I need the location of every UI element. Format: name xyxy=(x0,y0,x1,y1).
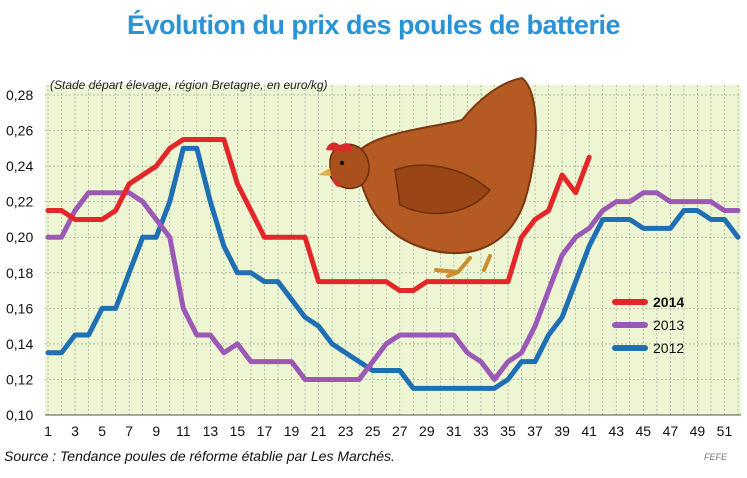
y-tick-label: 0,18 xyxy=(6,265,33,281)
legend-label-2014: 2014 xyxy=(653,294,684,310)
y-tick-label: 0,14 xyxy=(6,336,33,352)
x-tick-label: 51 xyxy=(717,423,733,439)
x-tick-label: 15 xyxy=(230,423,246,439)
hen-wattle xyxy=(332,178,341,187)
y-tick-label: 0,16 xyxy=(6,300,33,316)
y-tick-label: 0,10 xyxy=(6,407,33,423)
hen-comb xyxy=(326,142,353,152)
series-line-2013 xyxy=(45,190,741,382)
chart-subtitle: (Stade départ élevage, région Bretagne, … xyxy=(50,78,328,92)
x-tick-label: 3 xyxy=(71,423,79,439)
chart-source: Source : Tendance poules de réforme étab… xyxy=(4,448,395,464)
x-tick-label: 19 xyxy=(284,423,300,439)
x-tick-label: 7 xyxy=(125,423,133,439)
y-tick-label: 0,12 xyxy=(6,371,33,387)
hen-eye xyxy=(339,160,345,166)
x-tick-label: 13 xyxy=(203,423,219,439)
series-line-2012 xyxy=(45,145,741,391)
x-tick-label: 23 xyxy=(338,423,354,439)
x-tick-label: 29 xyxy=(419,423,435,439)
x-tick-label: 17 xyxy=(257,423,273,439)
x-tick-label: 25 xyxy=(365,423,381,439)
x-tick-label: 45 xyxy=(636,423,652,439)
chart-title: Évolution du prix des poules de batterie xyxy=(126,10,621,40)
x-tick-label: 39 xyxy=(554,423,570,439)
x-tick-label: 49 xyxy=(690,423,706,439)
legend-label-2013: 2013 xyxy=(653,317,684,333)
x-tick-label: 33 xyxy=(473,423,489,439)
x-tick-label: 41 xyxy=(581,423,597,439)
x-tick-label: 37 xyxy=(527,423,543,439)
series-line-2014 xyxy=(45,136,592,294)
x-tick-label: 9 xyxy=(152,423,160,439)
y-tick-label: 0,28 xyxy=(6,87,33,103)
y-tick-label: 0,26 xyxy=(6,123,33,139)
x-tick-label: 5 xyxy=(98,423,106,439)
x-tick-label: 35 xyxy=(500,423,516,439)
y-tick-label: 0,22 xyxy=(6,194,33,210)
y-tick-label: 0,24 xyxy=(6,158,33,174)
hen-leg xyxy=(434,256,472,278)
hen-illustration xyxy=(318,76,537,278)
legend-label-2012: 2012 xyxy=(653,340,684,356)
hen-body xyxy=(357,76,537,255)
x-tick-label: 43 xyxy=(608,423,624,439)
hen-leg xyxy=(482,254,492,272)
x-tick-label: 31 xyxy=(446,423,462,439)
credit-logo: FEFE xyxy=(704,452,728,462)
y-tick-label: 0,20 xyxy=(6,229,33,245)
hen-beak xyxy=(318,168,331,176)
x-tick-label: 27 xyxy=(392,423,408,439)
x-tick-label: 1 xyxy=(44,423,52,439)
x-tick-label: 21 xyxy=(311,423,327,439)
hen-wing xyxy=(394,164,492,215)
x-tick-label: 11 xyxy=(176,423,191,439)
x-tick-label: 47 xyxy=(663,423,679,439)
